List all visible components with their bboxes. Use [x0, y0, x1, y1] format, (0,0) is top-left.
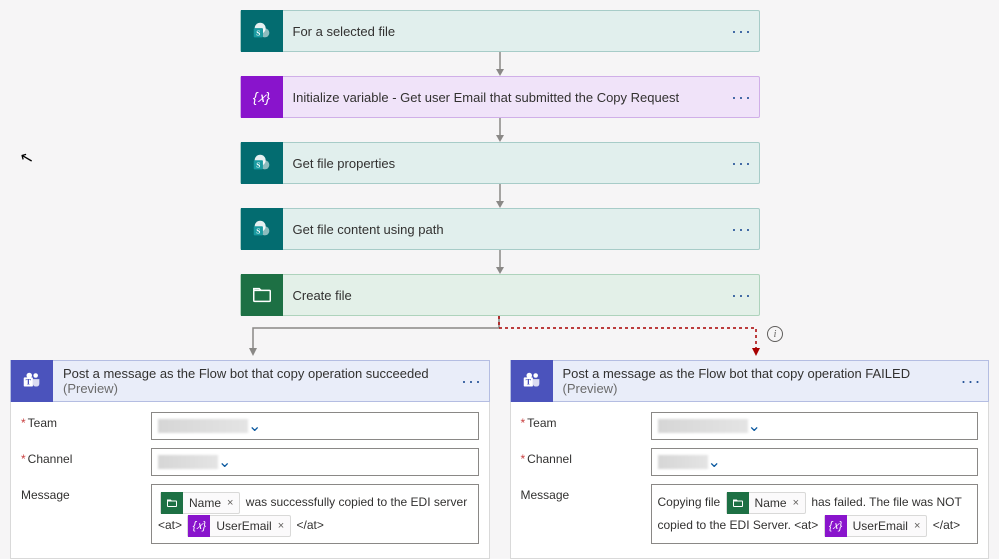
message-input[interactable]: Copying file Name × has failed. The file… [651, 484, 979, 544]
svg-text:T: T [26, 378, 32, 387]
panel-title: Post a message as the Flow bot that copy… [53, 366, 455, 396]
token-name[interactable]: Name × [726, 492, 806, 514]
token-label: UserEmail [847, 515, 914, 537]
channel-select[interactable]: ⌄ [151, 448, 479, 476]
svg-text:S: S [256, 29, 260, 38]
step-get-file-properties[interactable]: S Get file properties ··· [240, 142, 760, 184]
chevron-down-icon: ⌄ [748, 416, 761, 436]
token-label: Name [749, 492, 793, 514]
folder-icon [161, 492, 183, 514]
sharepoint-icon: S [241, 142, 283, 184]
channel-label: *Channel [21, 448, 151, 466]
panel-title-text: Post a message as the Flow bot that copy… [63, 366, 429, 381]
flow-container: S For a selected file ··· {𝑥} Initialize… [10, 10, 989, 559]
redacted-value [158, 455, 218, 469]
at-close: </at> [297, 518, 324, 532]
arrow-connector [494, 52, 506, 76]
redacted-value [158, 419, 248, 433]
message-input[interactable]: Name × was successfully copied to the ED… [151, 484, 479, 544]
more-icon[interactable]: ··· [954, 371, 988, 392]
teams-icon: T [511, 360, 553, 402]
info-icon[interactable]: i [767, 326, 783, 342]
step-title: Create file [283, 288, 725, 303]
step-title: For a selected file [283, 24, 725, 39]
token-useremail[interactable]: {𝑥} UserEmail × [824, 515, 928, 537]
more-icon[interactable]: ··· [725, 153, 759, 174]
branch-failed: T Post a message as the Flow bot that co… [510, 360, 990, 559]
team-select[interactable]: ⌄ [651, 412, 979, 440]
sharepoint-icon: S [241, 10, 283, 52]
preview-badge: (Preview) [63, 381, 118, 396]
panel-body-failed: *Team ⌄ *Channel ⌄ [510, 402, 990, 559]
arrow-connector [494, 184, 506, 208]
message-text: Copying file [658, 495, 724, 509]
more-icon[interactable]: ··· [725, 219, 759, 240]
panel-header-success[interactable]: T Post a message as the Flow bot that co… [10, 360, 490, 402]
teams-icon: T [11, 360, 53, 402]
sharepoint-icon: S [241, 208, 283, 250]
panel-title: Post a message as the Flow bot that copy… [553, 366, 955, 396]
svg-text:S: S [256, 161, 260, 170]
preview-badge: (Preview) [563, 381, 618, 396]
arrow-connector [494, 250, 506, 274]
team-label: *Team [21, 412, 151, 430]
branch-row: T Post a message as the Flow bot that co… [10, 360, 989, 559]
arrow-connector [494, 118, 506, 142]
chevron-down-icon: ⌄ [248, 416, 261, 436]
step-title: Get file properties [283, 156, 725, 171]
redacted-value [658, 419, 748, 433]
more-icon[interactable]: ··· [725, 87, 759, 108]
more-icon[interactable]: ··· [725, 285, 759, 306]
at-open: <at> [158, 518, 182, 532]
chevron-down-icon: ⌄ [708, 452, 721, 472]
branch-success: T Post a message as the Flow bot that co… [10, 360, 490, 559]
split-connector: i [10, 316, 989, 356]
message-label: Message [521, 484, 651, 502]
token-remove-icon[interactable]: × [914, 515, 926, 537]
variable-icon: {𝑥} [241, 76, 283, 118]
step-title: Initialize variable - Get user Email tha… [283, 90, 725, 105]
message-label: Message [21, 484, 151, 502]
panel-body-success: *Team ⌄ *Channel ⌄ [10, 402, 490, 559]
token-useremail[interactable]: {𝑥} UserEmail × [187, 515, 291, 537]
folder-icon [241, 274, 283, 316]
step-for-selected-file[interactable]: S For a selected file ··· [240, 10, 760, 52]
step-create-file[interactable]: Create file ··· [240, 274, 760, 316]
redacted-value [658, 455, 708, 469]
variable-icon: {𝑥} [825, 515, 847, 537]
more-icon[interactable]: ··· [455, 371, 489, 392]
chevron-down-icon: ⌄ [218, 452, 231, 472]
step-get-file-content[interactable]: S Get file content using path ··· [240, 208, 760, 250]
at-close: </at> [933, 518, 960, 532]
svg-text:T: T [525, 378, 531, 387]
message-text: was successfully copied to the EDI serve… [242, 495, 467, 509]
token-label: UserEmail [210, 515, 277, 537]
more-icon[interactable]: ··· [725, 21, 759, 42]
variable-icon: {𝑥} [188, 515, 210, 537]
token-remove-icon[interactable]: × [227, 492, 239, 514]
at-open: <at> [794, 518, 818, 532]
token-label: Name [183, 492, 227, 514]
token-remove-icon[interactable]: × [793, 492, 805, 514]
panel-title-text: Post a message as the Flow bot that copy… [563, 366, 911, 381]
channel-select[interactable]: ⌄ [651, 448, 979, 476]
team-label: *Team [521, 412, 651, 430]
folder-icon [727, 492, 749, 514]
channel-label: *Channel [521, 448, 651, 466]
team-select[interactable]: ⌄ [151, 412, 479, 440]
svg-text:S: S [256, 227, 260, 236]
step-title: Get file content using path [283, 222, 725, 237]
panel-header-failed[interactable]: T Post a message as the Flow bot that co… [510, 360, 990, 402]
token-name[interactable]: Name × [160, 492, 240, 514]
step-initialize-variable[interactable]: {𝑥} Initialize variable - Get user Email… [240, 76, 760, 118]
token-remove-icon[interactable]: × [278, 515, 290, 537]
